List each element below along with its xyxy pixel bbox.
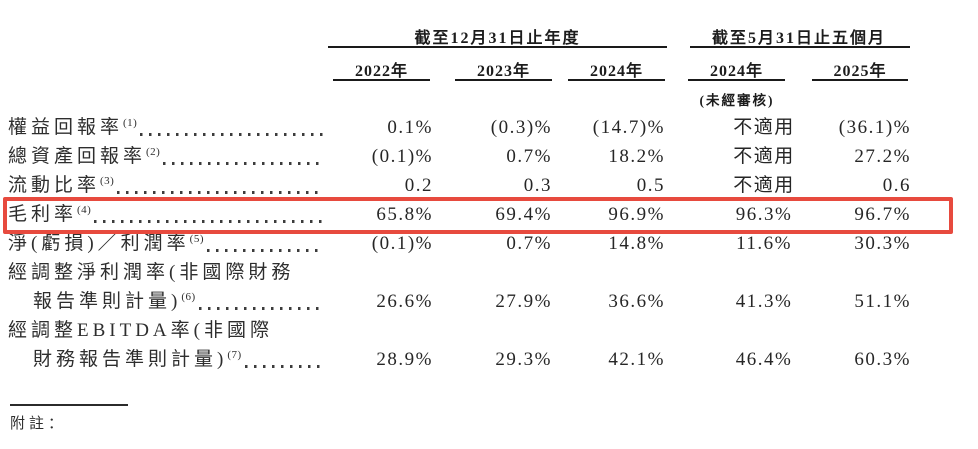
value-2024-5m: 41.3% bbox=[735, 291, 793, 312]
value-2023: 29.3% bbox=[495, 349, 552, 370]
col-header-2023: 2023年 bbox=[476, 63, 530, 80]
row-label: 流動比率 bbox=[8, 175, 101, 196]
value-2025: 30.3% bbox=[854, 233, 911, 254]
col-group-annual-title: 截至12月31日止年度 bbox=[414, 30, 581, 47]
value-2025: 0.6 bbox=[882, 175, 911, 196]
value-2024-5m: 不適用 bbox=[733, 117, 795, 138]
value-2024: 18.2% bbox=[608, 146, 665, 167]
col-header-2025: 2025年 bbox=[833, 63, 887, 80]
table-row-gross-margin: 毛利率 (4) 65.8% 69.4% 96.9% 96.3% 96.7% bbox=[8, 200, 913, 229]
value-2023: 27.9% bbox=[495, 291, 552, 312]
footnote-marker: (3) bbox=[100, 175, 115, 187]
value-2024-5m: 不適用 bbox=[733, 146, 795, 167]
value-2024-5m: 46.4% bbox=[735, 349, 793, 370]
value-2022: 65.8% bbox=[376, 204, 433, 225]
value-2025: (36.1)% bbox=[838, 117, 911, 138]
col-group-annual-rule bbox=[328, 46, 667, 48]
table-row-return-on-equity: 權益回報率 (1) 0.1% (0.3)% (14.7)% 不適用 (36.1)… bbox=[8, 113, 913, 142]
unaudited-note: (未經審核) bbox=[699, 93, 775, 108]
col-group-five-months-rule bbox=[690, 46, 910, 48]
column-spacer bbox=[667, 229, 694, 258]
financial-ratios-table: 權益回報率 (1) 0.1% (0.3)% (14.7)% 不適用 (36.1)… bbox=[8, 113, 913, 374]
col-header-2024: 2024年 bbox=[589, 63, 643, 80]
col-header-2025-rule bbox=[812, 79, 908, 81]
value-2024: 14.8% bbox=[608, 233, 665, 254]
column-spacer bbox=[667, 171, 694, 200]
column-spacer bbox=[667, 142, 694, 171]
footnote-label: 附註： bbox=[10, 416, 68, 432]
dot-leader bbox=[244, 365, 324, 368]
value-2022: 28.9% bbox=[376, 349, 433, 370]
column-spacer bbox=[667, 345, 694, 374]
row-label: 權益回報率 bbox=[8, 117, 124, 138]
column-spacer bbox=[667, 287, 694, 316]
footnote-marker: (1) bbox=[123, 117, 138, 129]
value-2024-5m: 11.6% bbox=[736, 233, 792, 254]
row-label-line1: 經調整EBITDA率(非國際 bbox=[8, 320, 273, 341]
value-2024-5m: 96.3% bbox=[735, 204, 793, 225]
value-2023: 69.4% bbox=[495, 204, 552, 225]
row-label: 毛利率 bbox=[8, 204, 78, 225]
value-2024: 0.5 bbox=[636, 175, 665, 196]
footnote-marker: (6) bbox=[181, 291, 196, 303]
table-row-adjusted-net-margin: 經調整淨利潤率(非國際財務 報告準則計量) (6) 26.6% 27.9% 36… bbox=[8, 258, 913, 316]
value-2023: (0.3)% bbox=[490, 117, 552, 138]
dot-leader bbox=[198, 307, 324, 310]
row-label: 淨(虧損)／利潤率 bbox=[8, 233, 190, 254]
value-2024-5m: 不適用 bbox=[733, 175, 795, 196]
value-2024: (14.7)% bbox=[592, 117, 665, 138]
table-row-return-on-assets: 總資產回報率 (2) (0.1)% 0.7% 18.2% 不適用 27.2% bbox=[8, 142, 913, 171]
row-label-line1: 經調整淨利潤率(非國際財務 bbox=[8, 262, 295, 283]
footnote-divider bbox=[10, 404, 128, 406]
col-header-2022: 2022年 bbox=[354, 63, 408, 80]
value-2022: 0.2 bbox=[404, 175, 433, 196]
value-2022: (0.1)% bbox=[371, 146, 433, 167]
value-2023: 0.7% bbox=[506, 146, 552, 167]
footnote-marker: (7) bbox=[227, 349, 242, 361]
value-2022: (0.1)% bbox=[371, 233, 433, 254]
value-2025: 96.7% bbox=[854, 204, 911, 225]
dot-leader bbox=[163, 162, 324, 165]
row-label: 總資產回報率 bbox=[8, 146, 147, 167]
col-header-2022-rule bbox=[333, 79, 430, 81]
table-row-net-profit-margin: 淨(虧損)／利潤率 (5) (0.1)% 0.7% 14.8% 11.6% 30… bbox=[8, 229, 913, 258]
dot-leader bbox=[140, 133, 324, 136]
footnote-marker: (2) bbox=[146, 146, 161, 158]
value-2024: 42.1% bbox=[608, 349, 665, 370]
value-2022: 26.6% bbox=[376, 291, 433, 312]
footnote-marker: (5) bbox=[189, 233, 204, 245]
table-row-adjusted-ebitda-margin: 經調整EBITDA率(非國際 財務報告準則計量) (7) 28.9% 29.3%… bbox=[8, 316, 913, 374]
value-2022: 0.1% bbox=[387, 117, 433, 138]
table-row-current-ratio: 流動比率 (3) 0.2 0.3 0.5 不適用 0.6 bbox=[8, 171, 913, 200]
footnote-marker: (4) bbox=[77, 204, 92, 216]
value-2025: 51.1% bbox=[854, 291, 911, 312]
value-2025: 27.2% bbox=[854, 146, 911, 167]
dot-leader bbox=[117, 191, 324, 194]
value-2024: 36.6% bbox=[608, 291, 665, 312]
col-header-2024-rule bbox=[568, 79, 665, 81]
value-2025: 60.3% bbox=[854, 349, 911, 370]
value-2024: 96.9% bbox=[608, 204, 665, 225]
col-group-five-months-title: 截至5月31日止五個月 bbox=[711, 30, 886, 47]
column-spacer bbox=[667, 113, 694, 142]
value-2023: 0.3 bbox=[523, 175, 552, 196]
dot-leader bbox=[94, 220, 324, 223]
column-spacer bbox=[667, 200, 694, 229]
col-header-2024-5m: 2024年 bbox=[709, 63, 763, 80]
col-header-2023-rule bbox=[455, 79, 552, 81]
value-2023: 0.7% bbox=[506, 233, 552, 254]
row-label-line2: 報告準則計量) bbox=[33, 291, 182, 312]
dot-leader bbox=[206, 249, 324, 252]
row-label-line2: 財務報告準則計量) bbox=[33, 349, 228, 370]
col-header-2024-5m-rule bbox=[688, 79, 785, 81]
